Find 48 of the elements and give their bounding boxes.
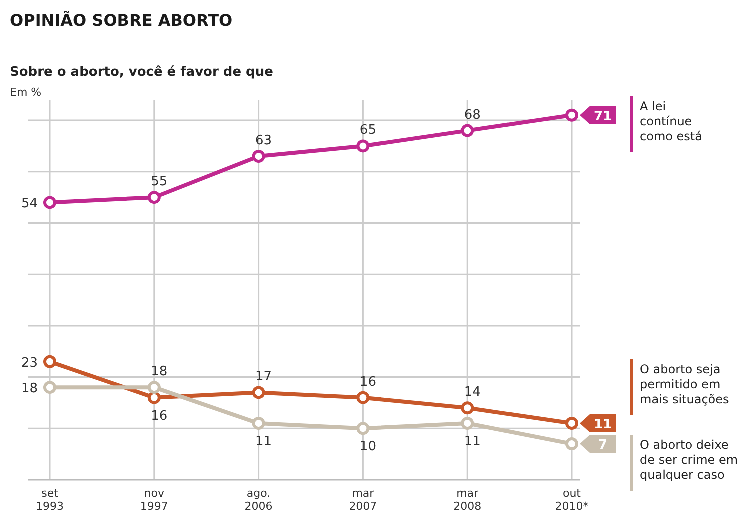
- point: [566, 108, 578, 122]
- data-label: 54: [21, 196, 38, 212]
- data-label: 68: [464, 108, 481, 123]
- x-tick-label: mar 2007: [349, 487, 378, 513]
- point: [566, 438, 578, 451]
- x-tick-label: set 1993: [36, 487, 64, 513]
- x-tick-label: ago. 2006: [244, 487, 273, 513]
- data-label: 18: [151, 364, 168, 380]
- data-label: 63: [256, 133, 272, 148]
- data-label: 11: [256, 434, 272, 450]
- point: [566, 417, 578, 430]
- data-label: 18: [21, 382, 38, 397]
- data-label: 14: [464, 385, 481, 400]
- point: [44, 381, 56, 394]
- data-label: 7: [598, 438, 608, 454]
- data-label: 71: [594, 109, 612, 124]
- data-label: 17: [256, 370, 272, 385]
- data-label: 11: [594, 418, 612, 433]
- y-axis-title: Em %: [10, 86, 42, 99]
- point: [356, 140, 370, 153]
- point: [148, 391, 161, 404]
- legend-label: O aborto deixe de ser crime em qualquer caso: [640, 438, 738, 482]
- point: [461, 417, 474, 430]
- data-label: 16: [151, 408, 168, 424]
- data-label: 65: [360, 123, 376, 138]
- x-tick-label: nov 1997: [140, 487, 168, 513]
- point: [356, 391, 370, 404]
- legend-label: A lei contínue como está: [640, 99, 702, 144]
- point: [44, 355, 56, 368]
- data-label: 11: [464, 434, 481, 450]
- point: [148, 191, 161, 204]
- data-label: 16: [360, 374, 376, 390]
- point: [44, 196, 56, 210]
- point: [252, 417, 266, 430]
- data-label: 10: [360, 440, 376, 455]
- x-tick-label: out 2010*: [555, 487, 590, 513]
- point: [148, 381, 161, 394]
- point: [252, 386, 266, 400]
- text: O aborto seja permitido em mais situações: [640, 362, 730, 407]
- chart-title: OPINIÃO SOBRE ABORTO: [10, 11, 233, 30]
- point: [461, 124, 474, 138]
- data-label: 23: [21, 356, 38, 371]
- point: [461, 402, 474, 415]
- data-label: 55: [151, 174, 168, 190]
- chart-subtitle: Sobre o aborto, você é favor de que: [10, 65, 274, 80]
- point: [252, 150, 266, 163]
- x-tick-label: mar 2008: [454, 487, 482, 513]
- point: [356, 422, 370, 436]
